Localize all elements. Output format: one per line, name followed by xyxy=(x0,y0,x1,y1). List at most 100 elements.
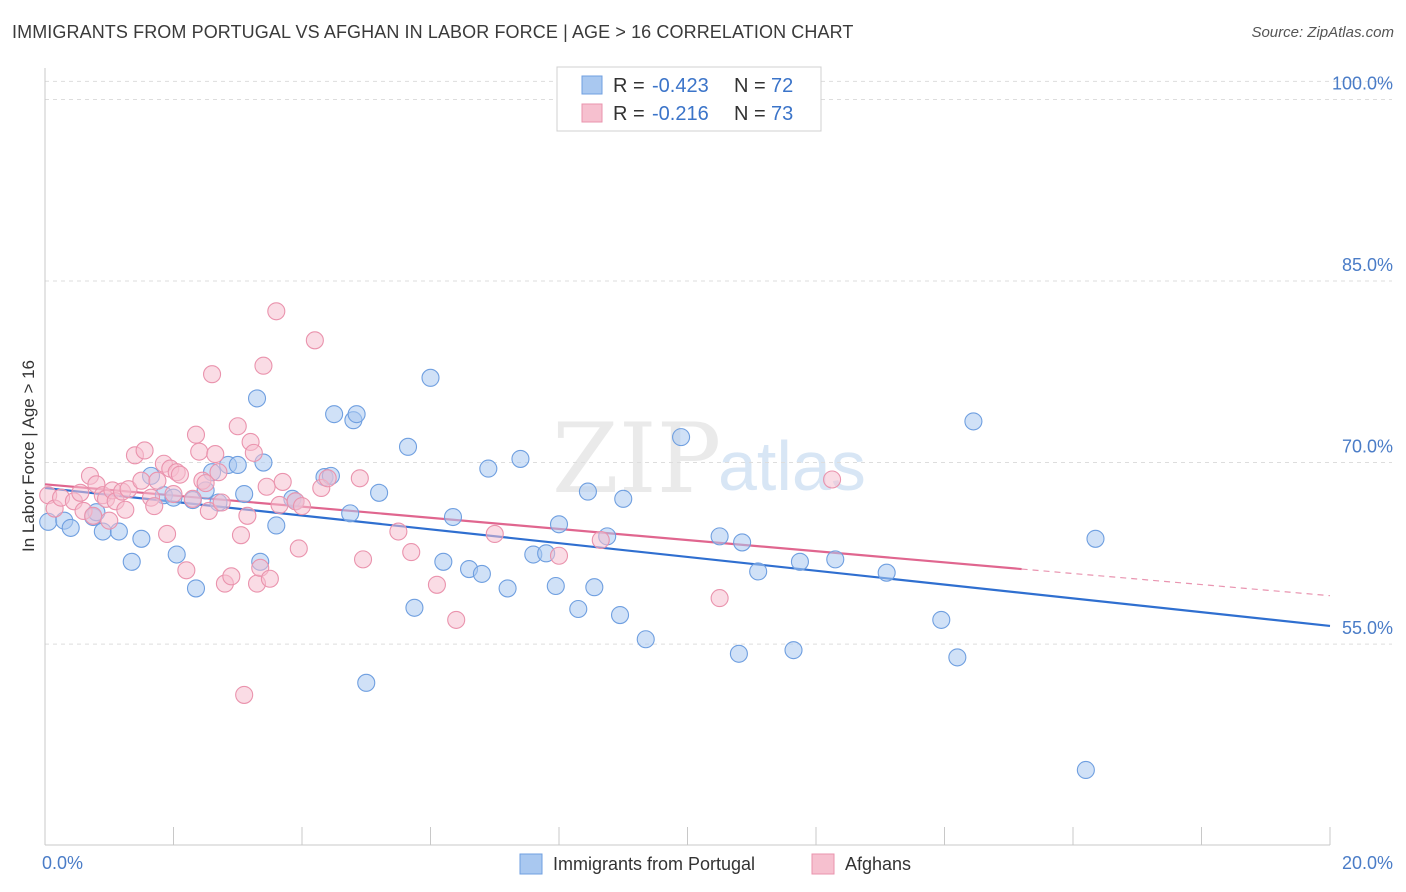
portugal-point-35 xyxy=(398,437,418,456)
portugal-point-8 xyxy=(132,529,151,548)
y-tick-label-1: 70.0% xyxy=(1342,437,1393,457)
afghans-point-16 xyxy=(119,480,138,499)
afghans-point-72 xyxy=(823,470,842,489)
watermark-zip: ZIP xyxy=(552,403,721,515)
afghans-point-44 xyxy=(235,685,254,704)
watermark: ZIP atlas xyxy=(552,403,866,515)
portugal-point-44 xyxy=(511,449,530,468)
afghans-point-30 xyxy=(183,489,202,508)
afghans-point-24 xyxy=(158,524,177,544)
afghans-point-38 xyxy=(209,463,228,482)
portugal-point-36 xyxy=(405,598,424,617)
portugal-point-43 xyxy=(498,579,517,598)
stats-n-value-pink: 73 xyxy=(771,103,793,125)
stats-n-label-pink: N = xyxy=(734,103,766,125)
data-points xyxy=(39,302,1105,780)
portugal-point-48 xyxy=(549,515,569,534)
afghans-point-55 xyxy=(273,472,292,491)
afghans-point-31 xyxy=(186,425,206,444)
portugal-point-19 xyxy=(228,455,247,475)
portugal-point-2 xyxy=(61,518,80,537)
portugal-point-55 xyxy=(636,630,655,649)
portugal-point-33 xyxy=(357,673,376,692)
afghans-point-39 xyxy=(212,493,231,512)
afghans-point-21 xyxy=(145,497,164,516)
portugal-point-65 xyxy=(932,610,951,629)
afghans-point-65 xyxy=(402,543,421,562)
stats-r-label-pink: R = xyxy=(613,103,645,125)
portugal-point-61 xyxy=(784,641,803,660)
portugal-point-47 xyxy=(546,576,565,596)
afghans-point-57 xyxy=(289,539,308,558)
portugal-point-56 xyxy=(672,428,691,447)
portugal-point-30 xyxy=(341,504,360,523)
y-tick-labels: 55.0% 70.0% 85.0% 100.0% xyxy=(1332,73,1393,638)
portugal-point-58 xyxy=(729,644,748,663)
afghans-point-29 xyxy=(177,561,196,580)
portugal-point-66 xyxy=(948,648,967,667)
y-tick-label-3: 100.0% xyxy=(1332,73,1393,93)
portugal-point-41 xyxy=(472,564,491,583)
portugal-point-29 xyxy=(325,405,344,424)
legend-swatch-afghans xyxy=(811,853,835,875)
y-tick-label-0: 55.0% xyxy=(1342,618,1393,638)
afghans-point-54 xyxy=(270,495,289,514)
chart-title: IMMIGRANTS FROM PORTUGAL VS AFGHAN IN LA… xyxy=(12,22,854,42)
afghans-point-47 xyxy=(244,443,263,462)
afghans-point-71 xyxy=(710,589,729,608)
afghans-point-43 xyxy=(231,526,251,545)
stats-n-label-blue: N = xyxy=(734,75,766,97)
portugal-point-67 xyxy=(964,412,983,431)
portugal-point-60 xyxy=(749,562,768,581)
legend: Immigrants from Portugal Afghans xyxy=(519,853,911,875)
x-tick-label-0: 0.0% xyxy=(42,853,83,873)
afghans-point-11 xyxy=(100,511,119,530)
stats-r-value-pink: -0.216 xyxy=(652,103,709,125)
afghans-point-52 xyxy=(260,569,279,588)
afghans-point-67 xyxy=(447,610,466,629)
afghans-point-7 xyxy=(84,506,103,525)
portugal-point-39 xyxy=(443,507,463,527)
portugal-point-20 xyxy=(235,484,254,504)
legend-swatch-portugal xyxy=(519,853,543,875)
stats-swatch-pink xyxy=(581,103,603,123)
y-axis-label: In Labor Force | Age > 16 xyxy=(19,360,38,552)
portugal-point-38 xyxy=(434,552,453,571)
portugal-point-63 xyxy=(826,550,845,569)
afghans-point-68 xyxy=(485,524,504,544)
stats-r-value-blue: -0.423 xyxy=(652,75,709,97)
x-tick-labels: 0.0% 20.0% xyxy=(42,853,1393,873)
afghans-point-4 xyxy=(71,483,90,502)
afghans-point-66 xyxy=(427,575,446,594)
portugal-point-68 xyxy=(1076,760,1095,780)
portugal-point-49 xyxy=(569,599,588,619)
afghans-point-36 xyxy=(203,365,222,384)
afghans-point-63 xyxy=(353,550,373,569)
stats-swatch-blue xyxy=(581,75,603,95)
portugal-point-32 xyxy=(347,405,366,424)
portugal-point-53 xyxy=(610,605,630,625)
portugal-point-59 xyxy=(733,533,752,552)
axes xyxy=(44,68,1331,846)
stats-r-label-blue: R = xyxy=(613,75,645,97)
portugal-point-54 xyxy=(614,489,633,508)
legend-label-afghans: Afghans xyxy=(845,854,911,874)
portugal-point-37 xyxy=(421,368,440,387)
portugal-point-21 xyxy=(247,389,267,408)
afghans-point-51 xyxy=(257,477,276,496)
stats-box: R = -0.423 N = 72 R = -0.216 N = 73 xyxy=(556,66,822,132)
afghans-point-50 xyxy=(254,356,273,375)
portugal-point-34 xyxy=(370,483,389,502)
x-tick-label-1: 20.0% xyxy=(1342,853,1393,873)
portugal-point-50 xyxy=(578,482,597,501)
afghans-point-58 xyxy=(292,497,312,516)
afghans-point-22 xyxy=(148,471,167,490)
portugal-point-62 xyxy=(790,552,809,571)
afghans-point-15 xyxy=(116,500,135,519)
afghans-point-45 xyxy=(238,506,257,525)
afghans-trend-line-extension xyxy=(1021,568,1331,597)
afghans-point-41 xyxy=(222,567,241,586)
legend-label-portugal: Immigrants from Portugal xyxy=(553,854,755,874)
stats-n-value-blue: 72 xyxy=(771,75,793,97)
